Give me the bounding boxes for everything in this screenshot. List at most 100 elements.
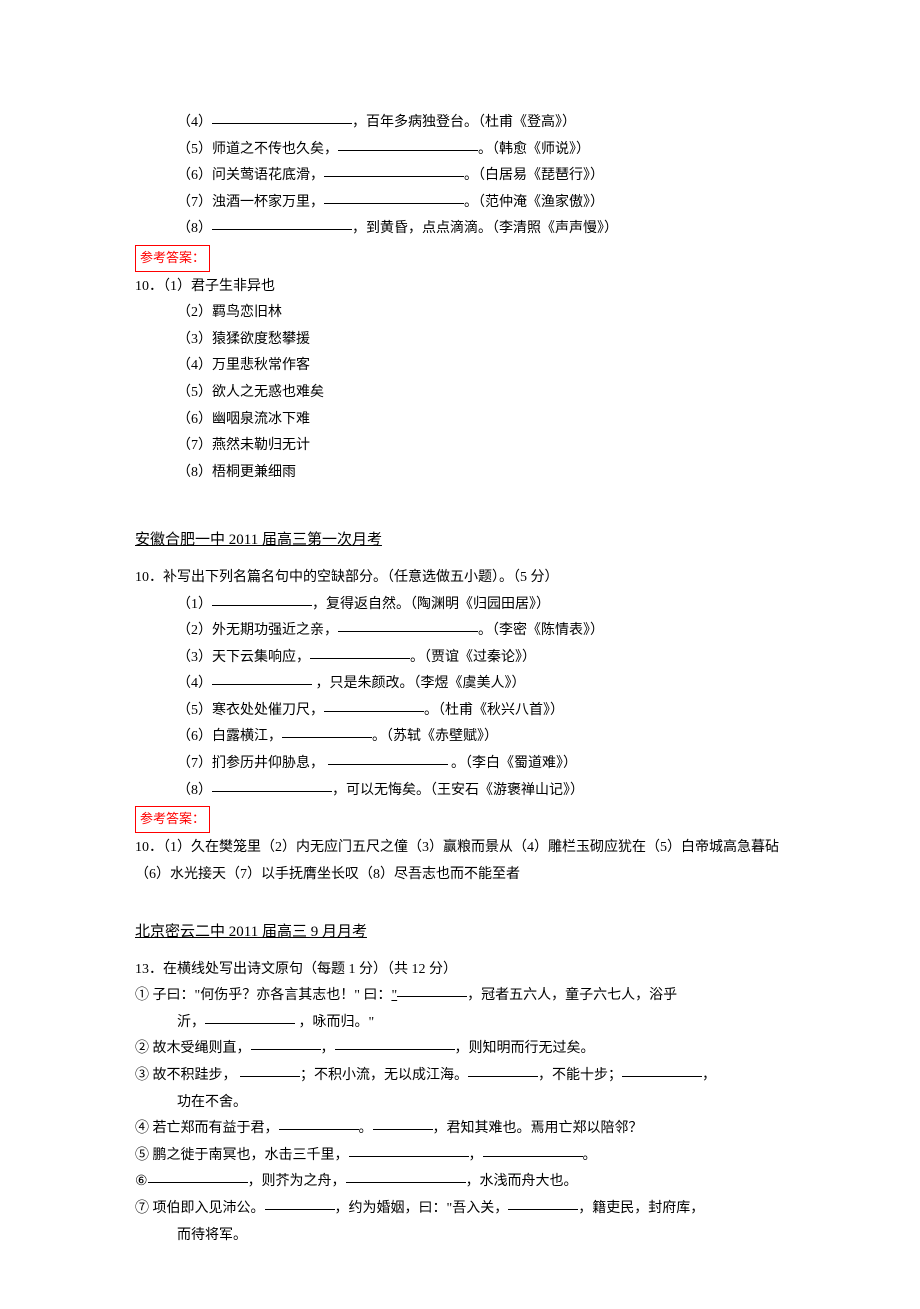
fill-blank[interactable]	[212, 110, 352, 124]
q-item-5: （5）寒衣处处催刀尺，。（杜甫《秋兴八首》）	[135, 698, 785, 725]
fill-blank[interactable]	[279, 1116, 359, 1130]
question-stem: 13．在横线处写出诗文原句（每题 1 分）（共 12 分）	[135, 957, 785, 984]
item-pre: 浊酒一杯家万里，	[212, 195, 324, 210]
text: 。	[583, 1148, 597, 1163]
item-tail: 。（范仲淹《渔家傲》）	[464, 195, 604, 210]
question-stem: 10．补写出下列名篇名句中的空缺部分。（任意选做五小题）。（5 分）	[135, 565, 785, 592]
text: ，不能十步；	[538, 1068, 622, 1083]
fill-blank[interactable]	[212, 778, 332, 792]
q-stem-text: 在横线处写出诗文原句（每题 1 分）（共 12 分）	[163, 962, 457, 977]
q-item-2: ② 故木受绳则直，，，则知明而行无过矣。	[135, 1036, 785, 1063]
text: ，籍吏民，封府库，	[578, 1201, 704, 1216]
item-pre: 寒衣处处催刀尺，	[212, 703, 324, 718]
q-item-3: （3）天下云集响应，。（贾谊《过秦论》）	[135, 645, 785, 672]
fill-blank[interactable]	[335, 1036, 455, 1050]
fill-blank[interactable]	[240, 1063, 300, 1077]
text: ，冠者五六人，童子六七人，浴乎	[467, 988, 677, 1003]
item-num: （7）	[177, 756, 212, 771]
item-num: （6）	[177, 729, 212, 744]
fill-blank[interactable]	[468, 1063, 538, 1077]
item-num: （5）	[177, 703, 212, 718]
item-num: （8）	[177, 221, 212, 236]
answer-list: 10．（1）君子生非异也 （2）羁鸟恋旧林 （3）猿猱欲度愁攀援 （4）万里悲秋…	[135, 274, 785, 487]
fill-blank[interactable]	[251, 1036, 321, 1050]
q-item-8: （8） ，到黄昏，点点滴滴。（李清照《声声慢》）	[135, 216, 785, 243]
fill-blank[interactable]	[265, 1196, 335, 1210]
q-num: 13．	[135, 962, 163, 977]
item-pre: 外无期功强近之亲，	[212, 623, 338, 638]
item-num: （7）	[177, 195, 212, 210]
answer-text: （1）君子生非异也	[163, 279, 275, 294]
q-item-8: （8） ，可以无悔矣。（王安石《游褒禅山记》）	[135, 778, 785, 805]
item-num: （4）	[177, 676, 212, 691]
fill-blank[interactable]	[373, 1116, 433, 1130]
item-num: （2）	[177, 623, 212, 638]
fill-blank[interactable]	[324, 698, 424, 712]
q-item-6: ⑥，则芥为之舟，，水浅而舟大也。	[135, 1169, 785, 1196]
block-3: 北京密云二中 2011 届高三 9 月月考 13．在横线处写出诗文原句（每题 1…	[135, 918, 785, 1249]
fill-blank[interactable]	[324, 163, 464, 177]
text: ，	[469, 1148, 483, 1163]
item-pre: 问关莺语花底滑，	[212, 168, 324, 183]
q-item-6: （6）问关莺语花底滑， 。（白居易《琵琶行》）	[135, 163, 785, 190]
text: ② 故木受绳则直，	[135, 1041, 251, 1056]
fill-blank[interactable]	[622, 1063, 702, 1077]
item-tail: ，到黄昏，点点滴滴。（李清照《声声慢》）	[352, 221, 618, 236]
text: ，	[702, 1068, 716, 1083]
fill-blank[interactable]	[397, 983, 467, 997]
fill-blank[interactable]	[508, 1196, 578, 1210]
block-1: （4） ，百年多病独登台。（杜甫《登高》） （5）师道之不传也久矣，。（韩愈《师说…	[135, 110, 785, 486]
fill-blank[interactable]	[212, 216, 352, 230]
item-num: （8）	[177, 783, 212, 798]
item-tail: 。（李白《蜀道难》）	[448, 756, 578, 771]
item-pre: 扪参历井仰胁息，	[212, 756, 328, 771]
fill-blank[interactable]	[338, 137, 478, 151]
fill-blank[interactable]	[205, 1010, 295, 1024]
fill-blank[interactable]	[310, 645, 410, 659]
fill-blank[interactable]	[324, 190, 464, 204]
text: 功在不舍。	[177, 1095, 247, 1110]
fill-blank[interactable]	[483, 1143, 583, 1157]
text: 沂，	[177, 1015, 205, 1030]
fill-blank[interactable]	[212, 671, 312, 685]
fill-blank[interactable]	[148, 1169, 248, 1183]
text: ③ 故不积跬步，	[135, 1068, 240, 1083]
text: ⑥	[135, 1174, 148, 1189]
q-item-7: ⑦ 项伯即入见沛公。，约为婚姻，曰："吾入关，，籍吏民，封府库，	[135, 1196, 785, 1223]
q-item-1-cont: 沂， ，咏而归。"	[135, 1010, 785, 1037]
q-item-6: （6）白露横江，。（苏轼《赤壁赋》）	[135, 724, 785, 751]
q-item-1: （1），复得返自然。（陶渊明《归园田居》）	[135, 592, 785, 619]
q-item-5: （5）师道之不传也久矣，。（韩愈《师说》）	[135, 137, 785, 164]
answer-row: （8）梧桐更兼细雨	[135, 460, 785, 487]
text: 。	[359, 1121, 373, 1136]
answer-row: （5）欲人之无惑也难矣	[135, 380, 785, 407]
answer-row: （7）燕然未勒归无计	[135, 433, 785, 460]
fill-blank[interactable]	[212, 592, 312, 606]
q-item-3: ③ 故不积跬步， ；不积小流，无以成江海。，不能十步；，	[135, 1063, 785, 1090]
answer-num: 10．	[135, 840, 163, 855]
text: ，	[321, 1041, 335, 1056]
q-num: 10．	[135, 570, 163, 585]
fill-blank[interactable]	[349, 1143, 469, 1157]
fill-blank[interactable]	[346, 1169, 466, 1183]
answer-label: 参考答案：	[135, 245, 210, 272]
text: ，咏而归。"	[295, 1015, 374, 1030]
item-tail: 。（苏轼《赤壁赋》）	[372, 729, 498, 744]
item-tail: ，百年多病独登台。（杜甫《登高》）	[352, 115, 576, 130]
item-tail: 。（韩愈《师说》）	[478, 142, 590, 157]
fill-blank[interactable]	[338, 618, 478, 632]
text: ① 子曰："何伤乎？亦各言其志也！" 曰：	[135, 988, 391, 1003]
q-item-7: （7）浊酒一杯家万里， 。（范仲淹《渔家傲》）	[135, 190, 785, 217]
answer-row: （2）羁鸟恋旧林	[135, 300, 785, 327]
fill-blank[interactable]	[282, 724, 372, 738]
fill-blank[interactable]	[328, 751, 448, 765]
item-num: （3）	[177, 650, 212, 665]
text: ，则芥为之舟，	[248, 1174, 346, 1189]
item-num: （4）	[177, 115, 212, 130]
item-tail: ，可以无悔矣。（王安石《游褒禅山记》）	[332, 783, 584, 798]
item-tail: 。（李密《陈情表》）	[478, 623, 604, 638]
q-item-4: （4） ，百年多病独登台。（杜甫《登高》）	[135, 110, 785, 137]
item-tail: ，只是朱颜改。（李煜《虞美人》）	[312, 676, 526, 691]
item-num: （6）	[177, 168, 212, 183]
item-tail: 。（白居易《琵琶行》）	[464, 168, 604, 183]
